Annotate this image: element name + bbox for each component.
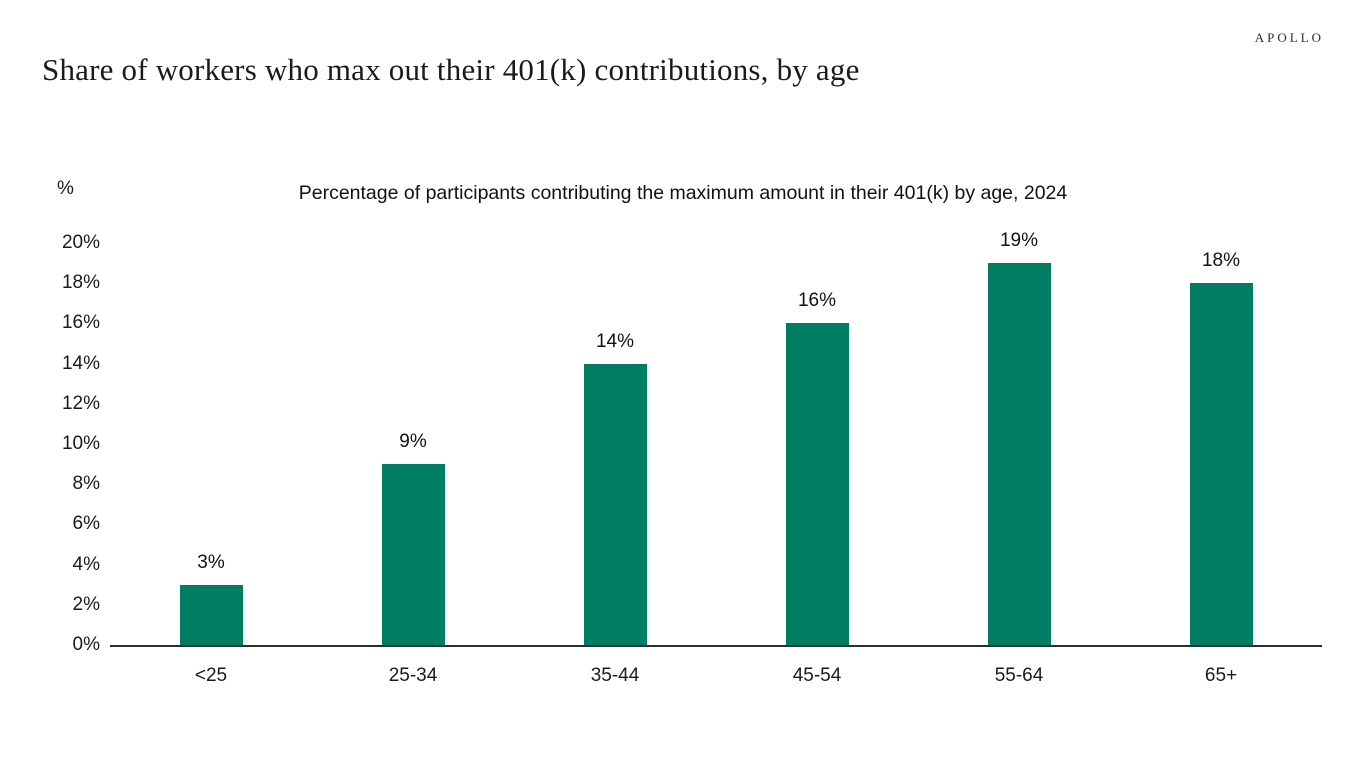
x-axis-label: 65+ [1204,665,1238,686]
x-axis-label: 45-54 [792,665,842,686]
y-axis-tick-label: 18% [61,272,100,294]
y-axis-tick-label: 10% [61,433,100,454]
bar-45-54 [785,323,849,645]
y-axis-tick-label: 2% [72,593,100,615]
bar-25-34 [381,464,445,645]
y-axis-tick-label: 0% [72,634,100,655]
bar-value-label: 19% [999,230,1039,252]
y-axis-tick-label: 6% [72,513,100,535]
bar-value-label: 14% [595,330,635,352]
bar-<25 [179,584,243,645]
y-axis-tick-label: 14% [61,352,100,374]
bar-35-44 [583,363,647,645]
x-axis-line [110,645,1322,647]
y-axis-tick-label: 20% [61,232,100,253]
bar-value-label: 16% [797,290,837,312]
x-axis-label: <25 [194,665,228,686]
bar-value-label: 9% [399,431,427,453]
chart-title: Percentage of participants contributing … [298,182,1068,204]
bar-55-64 [987,263,1051,645]
x-axis-label: 55-64 [994,665,1044,686]
y-axis-tick-label: 16% [61,312,100,334]
plot-area: 0% 2% 4% 6% 8% 10% 12% 14% 16% 18% 20% 3% <25 9% 25-34… [0,160,1366,740]
bar-value-label: 18% [1201,250,1241,272]
y-axis-tick-label: 8% [72,473,100,495]
bar-value-label: 3% [197,551,225,573]
y-axis-unit-label: % [57,178,74,199]
x-axis-label: 35-44 [590,665,640,686]
page-title: Share of workers who max out their 401(k… [42,52,860,87]
y-axis-tick-label: 12% [61,392,100,414]
bar-chart: Percentage of participants contributing … [0,160,1366,740]
apollo-logo: APOLLO [1254,30,1324,45]
x-axis-label: 25-34 [388,665,438,686]
bar-65+ [1189,283,1253,645]
y-axis-tick-label: 4% [72,553,100,575]
